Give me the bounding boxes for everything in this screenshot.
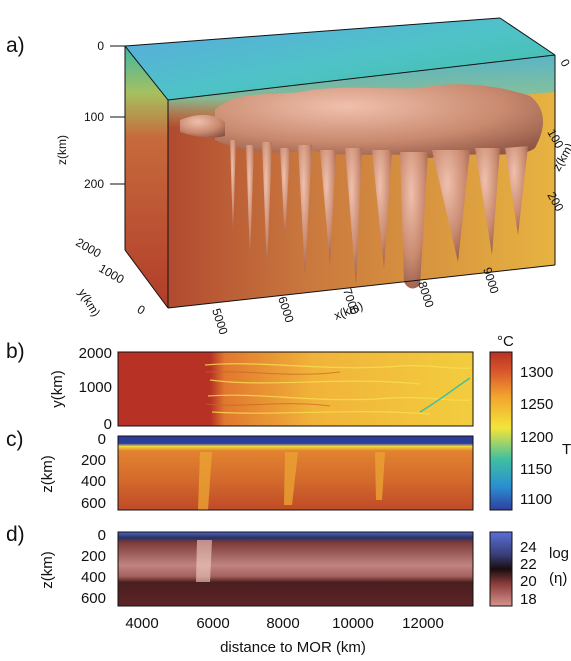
temperature-colorbar-tick: 1200 [520, 429, 553, 446]
plume [246, 145, 254, 260]
d-x-tick: 10000 [332, 615, 374, 632]
d-x-tick: 12000 [402, 615, 444, 632]
c-plumes [198, 452, 385, 510]
viscosity-colorbar-label-2: (η) [549, 570, 567, 587]
plume [345, 148, 362, 285]
b-map-temperature [118, 352, 473, 426]
b-streaks [204, 363, 471, 415]
viscosity-colorbar-tick: 22 [520, 556, 537, 573]
c-y-tick: 200 [81, 452, 106, 469]
plume [505, 146, 528, 235]
a-x-tick: 6000 [275, 295, 297, 325]
a-z-axis: 0 100 200 z(km) [55, 39, 125, 191]
c-y-tick: 0 [98, 431, 106, 448]
viscosity-colorbar-tick: 24 [520, 539, 537, 556]
d-y-label: z(km) [39, 551, 56, 589]
d-x-label: distance to MOR (km) [220, 639, 366, 656]
panel-c: c) 0 200 400 600 z(km) [6, 428, 474, 512]
a-y-tick: 0 [135, 302, 148, 318]
temperature-colorbar-ramp [489, 351, 513, 511]
isosurface-plumes [180, 84, 544, 289]
panel-label-c: c) [6, 428, 24, 451]
b-frame [117, 351, 474, 427]
d-y-tick: 600 [81, 590, 106, 607]
panel-label-a: a) [6, 34, 25, 57]
d-y-tick: 200 [81, 548, 106, 565]
c-y-tick: 600 [81, 495, 106, 512]
d-x-tick: 8000 [266, 615, 299, 632]
panel-a-3d-block: a) [6, 17, 571, 337]
d-y-tick: 400 [81, 569, 106, 586]
a-z-tick: 100 [84, 110, 104, 124]
a-x-tick: 8000 [415, 280, 437, 310]
b-y-label: y(km) [49, 370, 66, 408]
d-plume-low-viscosity [196, 540, 212, 582]
plume [298, 145, 312, 275]
panel-label-b: b) [6, 340, 25, 363]
b-y-tick: 0 [104, 416, 112, 433]
d-x-tick: 6000 [196, 615, 229, 632]
block-top-face [125, 18, 555, 100]
a-y-tick: 2000 [73, 235, 103, 261]
plume [400, 152, 428, 289]
temperature-colorbar-tick: 1300 [520, 364, 553, 381]
a-z-tick: 0 [97, 39, 104, 53]
isosurface-sheet [215, 84, 544, 158]
plume [432, 150, 470, 262]
a-z-tick: 200 [84, 177, 104, 191]
a-z-label: z(km) [55, 135, 69, 165]
panel-d: d) 0 200 400 600 z(km) 4000 6000 8000 10… [6, 523, 474, 656]
b-cold-streak [419, 377, 471, 413]
plume [280, 148, 290, 240]
temperature-unit: °C [497, 333, 514, 350]
a-x-tick: 5000 [209, 307, 231, 337]
a-zr-tick: 0 [557, 57, 571, 70]
temperature-colorbar: °C 1300 1250 1200 1150 1100 T [489, 333, 571, 511]
a-y-tick: 1000 [96, 261, 126, 287]
d-map-viscosity [118, 532, 473, 606]
panel-label-d: d) [6, 523, 25, 546]
b-y-tick: 1000 [79, 379, 112, 396]
panel-b: b) 2000 1000 0 y(km) [6, 340, 474, 433]
b-streaks-dark [205, 371, 341, 407]
plume [262, 142, 272, 270]
d-y-tick: 0 [98, 527, 106, 544]
c-frame [117, 435, 474, 511]
plume [475, 148, 500, 255]
viscosity-colorbar-label: log [549, 545, 569, 562]
viscosity-colorbar: 24 22 20 18 log (η) [489, 531, 569, 608]
plume [372, 150, 392, 268]
temperature-colorbar-tick: 1250 [520, 396, 553, 413]
temperature-colorbar-tick: 1150 [520, 461, 552, 478]
a-x-label: x(km) [332, 299, 365, 323]
d-x-tick: 4000 [125, 615, 158, 632]
d-frame [117, 531, 474, 607]
b-y-tick: 2000 [79, 345, 112, 362]
block-left-face [125, 46, 168, 308]
isosurface-edge [180, 114, 225, 138]
block-edges [124, 17, 556, 309]
c-y-label: z(km) [39, 455, 56, 493]
c-y-tick: 400 [81, 473, 106, 490]
viscosity-colorbar-ramp [489, 531, 513, 607]
a-y-label: y(km) [75, 286, 103, 319]
plume [230, 140, 236, 235]
temperature-colorbar-label: T [562, 441, 571, 458]
viscosity-colorbar-tick: 20 [520, 573, 537, 590]
temperature-colorbar-tick: 1100 [520, 491, 552, 508]
plume [320, 150, 336, 265]
viscosity-colorbar-tick: 18 [520, 591, 537, 608]
